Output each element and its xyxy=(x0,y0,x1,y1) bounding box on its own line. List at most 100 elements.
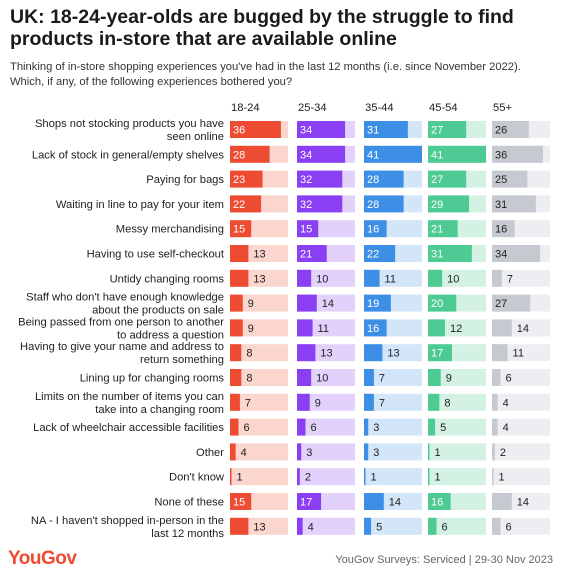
category-label: Waiting in line to pay for your item xyxy=(56,199,224,211)
data-label: 13 xyxy=(253,273,265,285)
data-label: 10 xyxy=(316,373,328,385)
category-label: Don't know xyxy=(169,472,225,484)
bar xyxy=(428,145,486,163)
bar-track xyxy=(230,369,288,386)
data-label: 19 xyxy=(367,298,379,310)
bar xyxy=(297,393,310,411)
category-label: Staff who don't have enough knowledge xyxy=(26,292,224,304)
bar xyxy=(364,195,404,213)
data-label: 15 xyxy=(300,224,312,236)
bar xyxy=(297,418,306,436)
data-label: 26 xyxy=(495,125,507,137)
category-label: Messy merchandising xyxy=(116,224,224,236)
bar xyxy=(364,269,380,287)
data-label: 1 xyxy=(435,472,441,484)
bar-track xyxy=(230,319,288,337)
data-label: 31 xyxy=(431,249,443,261)
data-label: 7 xyxy=(507,273,513,285)
data-label: 3 xyxy=(373,422,379,434)
bar xyxy=(230,269,249,287)
bar-track xyxy=(492,269,550,287)
bar xyxy=(364,493,384,510)
bar xyxy=(297,170,343,188)
bar xyxy=(230,418,239,436)
bar xyxy=(492,517,501,535)
category-label: Having to give your name and address to xyxy=(20,341,224,353)
bar-track xyxy=(428,517,486,535)
bar xyxy=(428,220,458,238)
bar xyxy=(297,344,316,362)
data-label: 15 xyxy=(233,224,245,236)
data-label: 7 xyxy=(245,397,251,409)
data-label: 16 xyxy=(431,497,443,509)
bar-track xyxy=(297,468,355,486)
data-label: 6 xyxy=(441,521,447,533)
data-label: 32 xyxy=(300,199,312,211)
bar xyxy=(428,195,470,213)
bar xyxy=(492,468,494,486)
bar xyxy=(297,195,343,213)
bar xyxy=(428,319,445,337)
category-label: Lining up for changing rooms xyxy=(80,373,225,385)
bar-track xyxy=(297,393,355,411)
bar-track xyxy=(492,393,550,411)
bar xyxy=(364,121,408,138)
data-label: 29 xyxy=(431,199,443,211)
data-label: 32 xyxy=(300,174,312,186)
bar xyxy=(297,517,303,535)
data-label: 2 xyxy=(305,472,311,484)
category-label: return something xyxy=(140,354,224,366)
data-label: 6 xyxy=(505,373,511,385)
bar-track xyxy=(230,294,288,312)
data-label: 13 xyxy=(320,348,332,360)
data-label: 34 xyxy=(495,249,507,261)
data-label: 34 xyxy=(300,125,312,137)
data-label: 4 xyxy=(503,397,509,409)
chart-title: UK: 18-24-year-olds are bugged by the st… xyxy=(10,6,514,50)
data-label: 7 xyxy=(379,373,385,385)
bar-track xyxy=(364,393,422,411)
data-label: 15 xyxy=(233,497,245,509)
data-label: 27 xyxy=(431,174,443,186)
bar xyxy=(230,319,243,337)
bar xyxy=(428,369,441,386)
bar-track xyxy=(364,369,422,386)
data-label: 16 xyxy=(495,224,507,236)
data-label: 13 xyxy=(387,348,399,360)
data-label: 8 xyxy=(444,397,450,409)
bar xyxy=(364,319,387,337)
data-label: 5 xyxy=(376,521,382,533)
category-label: Shops not stocking products you have xyxy=(35,118,224,130)
bar-track xyxy=(297,369,355,386)
data-label: 23 xyxy=(233,174,245,186)
bar xyxy=(297,220,319,238)
bar xyxy=(428,170,467,188)
bar xyxy=(230,245,249,262)
bar-track xyxy=(428,393,486,411)
data-label: 1 xyxy=(435,447,441,459)
bar-track xyxy=(364,443,422,461)
data-label: 36 xyxy=(233,125,245,137)
data-label: 14 xyxy=(517,323,529,335)
data-label: 25 xyxy=(495,174,507,186)
data-label: 8 xyxy=(246,348,252,360)
column-header-4: 55+ xyxy=(493,102,512,114)
data-label: 8 xyxy=(246,373,252,385)
data-label: 9 xyxy=(248,298,254,310)
data-label: 20 xyxy=(431,298,443,310)
data-label: 17 xyxy=(431,348,443,360)
bar xyxy=(297,145,346,163)
bar xyxy=(492,319,512,337)
data-label: 11 xyxy=(318,323,329,335)
bar xyxy=(297,369,312,386)
data-label: 10 xyxy=(447,273,459,285)
bar xyxy=(428,344,453,362)
bar xyxy=(230,369,242,386)
bar-track xyxy=(492,517,550,535)
data-label: 3 xyxy=(373,447,379,459)
bar-track xyxy=(428,468,486,486)
data-label: 31 xyxy=(367,125,379,137)
bar xyxy=(364,517,372,535)
data-label: 22 xyxy=(233,199,245,211)
data-label: 41 xyxy=(431,149,443,161)
